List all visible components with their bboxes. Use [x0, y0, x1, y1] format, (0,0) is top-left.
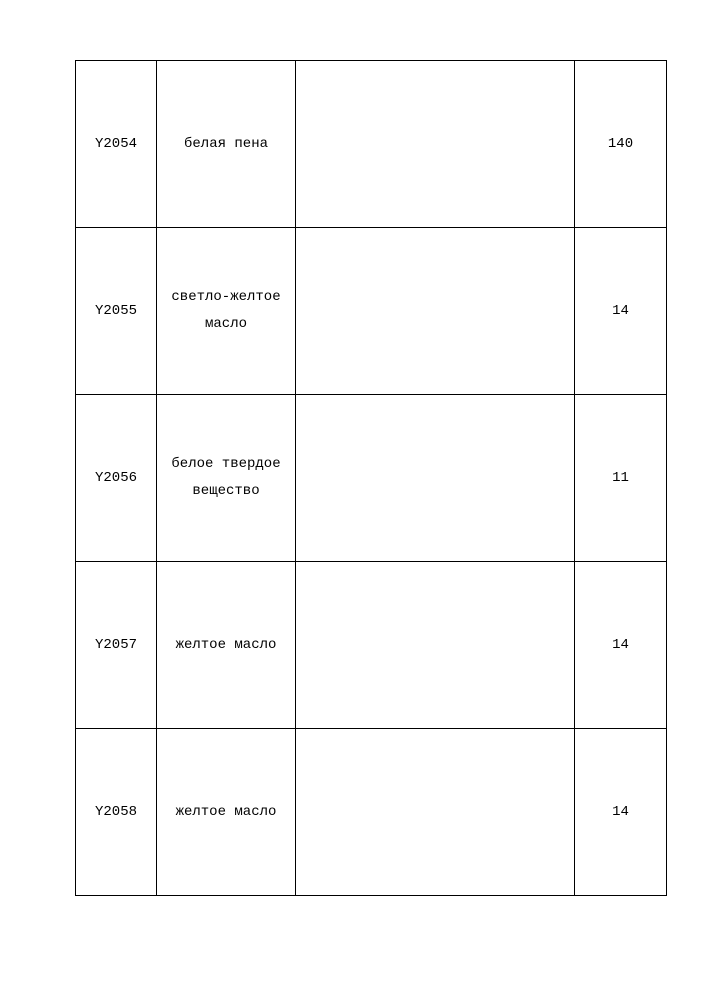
- cell-number: 140: [575, 61, 667, 228]
- structure-diagram-icon: [300, 232, 570, 390]
- cell-desc: белая пена: [157, 61, 296, 228]
- structure-diagram-icon: [300, 65, 570, 223]
- table-body: Y2054 белая пена 140 Y2055 светло-желтое…: [76, 61, 667, 896]
- table-row: Y2056 белое твердоевещество 11: [76, 395, 667, 562]
- cell-structure: [296, 61, 575, 228]
- structure-diagram-icon: [300, 399, 570, 557]
- table-row: Y2057 желтое масло 14: [76, 562, 667, 729]
- cell-number: 14: [575, 228, 667, 395]
- table-row: Y2058 желтое масло 14: [76, 729, 667, 896]
- table-row: Y2055 светло-желтоемасло 14: [76, 228, 667, 395]
- cell-structure: [296, 729, 575, 896]
- cell-structure: [296, 228, 575, 395]
- cell-desc: белое твердоевещество: [157, 395, 296, 562]
- cell-number: 11: [575, 395, 667, 562]
- page: Y2054 белая пена 140 Y2055 светло-желтое…: [0, 0, 707, 1000]
- cell-desc: желтое масло: [157, 729, 296, 896]
- compound-table: Y2054 белая пена 140 Y2055 светло-желтое…: [75, 60, 667, 896]
- cell-id: Y2054: [76, 61, 157, 228]
- cell-id: Y2056: [76, 395, 157, 562]
- table-row: Y2054 белая пена 140: [76, 61, 667, 228]
- cell-structure: [296, 395, 575, 562]
- cell-number: 14: [575, 562, 667, 729]
- cell-id: Y2055: [76, 228, 157, 395]
- structure-diagram-icon: [300, 566, 570, 724]
- cell-structure: [296, 562, 575, 729]
- cell-desc: светло-желтоемасло: [157, 228, 296, 395]
- cell-id: Y2057: [76, 562, 157, 729]
- cell-desc: желтое масло: [157, 562, 296, 729]
- cell-id: Y2058: [76, 729, 157, 896]
- structure-diagram-icon: [300, 733, 570, 891]
- cell-number: 14: [575, 729, 667, 896]
